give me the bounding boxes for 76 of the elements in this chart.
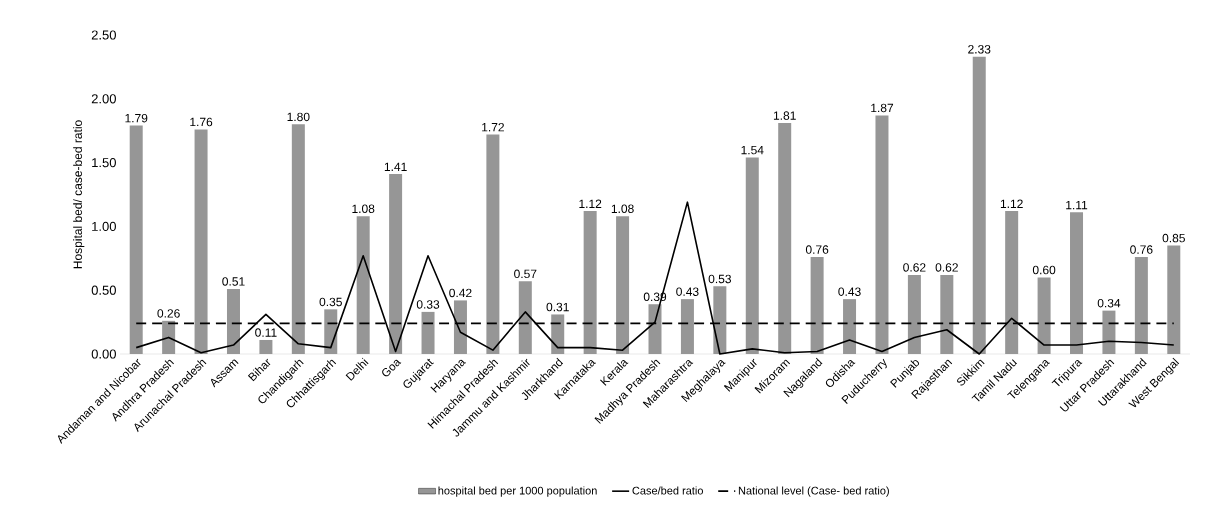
data-label: 0.35: [319, 297, 342, 307]
legend-label: hospital bed per 1000 population: [438, 486, 597, 497]
data-label: 1.76: [190, 117, 213, 127]
bar: [291, 124, 305, 354]
y-tick-label: 1.00: [92, 221, 116, 231]
bar: [648, 304, 662, 354]
data-label: 1.81: [773, 111, 796, 120]
data-label: 1.41: [384, 162, 407, 171]
bar: [389, 174, 403, 354]
bar: [745, 157, 759, 354]
data-label: 0.57: [514, 269, 537, 279]
data-label: 0.11: [255, 328, 277, 337]
data-label: 0.53: [708, 274, 731, 284]
bar: [551, 314, 565, 354]
data-label: 1.87: [871, 103, 894, 113]
bar: [810, 257, 824, 354]
data-label: 0.62: [935, 263, 958, 272]
data-label: 0.42: [449, 288, 472, 298]
bar: [162, 320, 176, 354]
bar: [940, 274, 954, 354]
data-label: 1.12: [579, 199, 602, 208]
data-label: 0.26: [157, 309, 180, 318]
x-tick-label: Goa: [382, 359, 402, 377]
data-label: 1.12: [1000, 199, 1023, 208]
y-axis-title: Hospital bed/ case-bed ratio: [73, 120, 85, 269]
bar: [453, 300, 467, 354]
legend-label: Case/bed ratio: [632, 486, 703, 495]
y-tick-label: 1.50: [92, 158, 116, 168]
data-label: 1.72: [482, 122, 504, 132]
data-label: 1.08: [611, 204, 634, 214]
legend-label: National level (Case- bed ratio): [738, 486, 889, 497]
data-label: 0.31: [546, 302, 569, 312]
bar: [324, 309, 338, 354]
data-label: 0.43: [676, 287, 699, 296]
bar: [259, 339, 273, 354]
bar: [518, 281, 532, 354]
bar: [1005, 211, 1019, 354]
y-tick-label: 0.50: [91, 285, 116, 295]
bar: [875, 115, 889, 354]
bar: [972, 56, 986, 354]
data-label: 0.85: [1162, 233, 1185, 243]
bar: [1167, 245, 1181, 354]
y-tick-label: 0.00: [91, 349, 116, 359]
bar: [194, 129, 208, 354]
bar: [583, 211, 597, 354]
data-label: 1.11: [1066, 200, 1088, 210]
data-label: 1.08: [352, 204, 375, 214]
bar: [713, 286, 727, 354]
bar: [1134, 257, 1148, 354]
bar: [356, 216, 370, 354]
data-label: 1.80: [287, 112, 310, 122]
bar: [616, 216, 630, 354]
data-label: 0.76: [1130, 245, 1153, 254]
bar: [421, 311, 435, 354]
bar: [129, 125, 143, 354]
data-label: 0.60: [1032, 265, 1056, 275]
data-label: 1.79: [125, 113, 148, 123]
bar: [1037, 277, 1051, 354]
data-label: 0.51: [222, 277, 245, 286]
data-label: 2.33: [968, 45, 991, 54]
bar: [226, 288, 240, 354]
y-tick-label: 2.50: [91, 30, 116, 40]
data-label: 0.33: [416, 300, 440, 309]
bar: [486, 134, 500, 354]
data-label: 0.43: [838, 287, 861, 296]
data-label: 1.54: [741, 145, 764, 155]
bar: [1102, 310, 1116, 354]
data-label: 0.34: [1097, 298, 1121, 308]
bar: [843, 299, 857, 354]
bar: [680, 299, 694, 354]
data-label: 0.76: [805, 245, 829, 254]
bar: [907, 274, 921, 354]
data-label: 0.62: [903, 263, 926, 272]
bar: [778, 123, 792, 354]
y-tick-label: 2.00: [91, 94, 116, 104]
bar: [1070, 212, 1084, 354]
